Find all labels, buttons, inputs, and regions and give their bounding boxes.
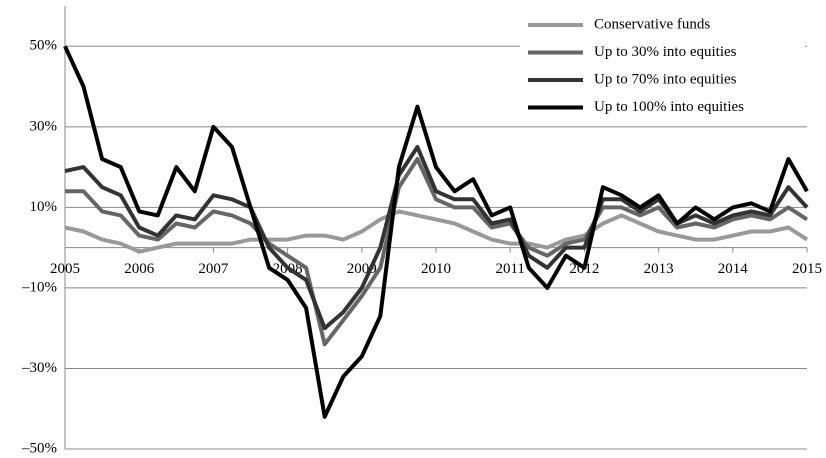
- legend-label: Up to 70% into equities: [594, 71, 737, 87]
- series-line: [64, 145, 809, 331]
- series-line: [63, 45, 809, 419]
- y-tick-label: 30%: [30, 118, 58, 134]
- y-tick-label: –50%: [21, 440, 57, 456]
- x-tick-label: 2014: [718, 261, 749, 277]
- y-tick-label: 10%: [30, 199, 58, 215]
- x-tick-label: 2005: [50, 261, 80, 277]
- legend-label: Up to 30% into equities: [594, 44, 737, 60]
- legend-label: Up to 100% into equities: [594, 99, 744, 115]
- y-tick-label: –10%: [21, 279, 57, 295]
- x-tick-label: 2013: [644, 261, 674, 277]
- series-line: [65, 157, 809, 347]
- legend-label: Conservative funds: [594, 16, 710, 32]
- x-tick-label: 2010: [421, 261, 451, 277]
- series-line: [64, 209, 809, 254]
- x-tick-label: 2015: [792, 261, 822, 277]
- x-tick-label: 2006: [124, 261, 155, 277]
- y-tick-label: –30%: [21, 360, 57, 376]
- x-tick-label: 2007: [198, 261, 229, 277]
- y-tick-label: 50%: [30, 38, 58, 54]
- x-tick-label: 2011: [495, 261, 524, 277]
